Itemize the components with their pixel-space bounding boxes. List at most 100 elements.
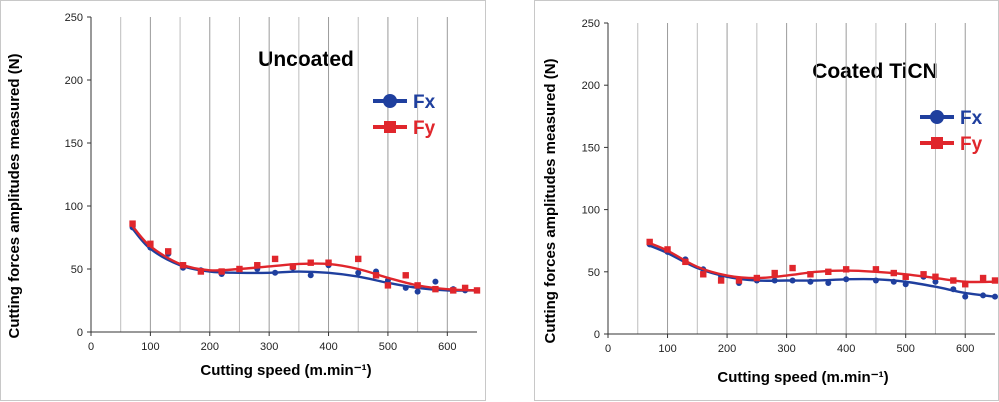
data-point-fy xyxy=(414,282,421,289)
chart-panel-uncoated: Cutting forces amplitudes measured (N) C… xyxy=(0,0,486,401)
data-point-fy xyxy=(289,263,297,270)
data-point-fx xyxy=(962,293,969,300)
data-point-fy xyxy=(450,287,457,294)
data-point-fy xyxy=(789,264,796,272)
data-point-fy xyxy=(254,262,261,269)
data-point-fy xyxy=(236,265,243,273)
data-point-fy xyxy=(473,287,481,294)
data-point-fx xyxy=(402,284,409,291)
data-point-fy xyxy=(682,258,689,266)
data-point-fy xyxy=(735,277,743,284)
data-point-fx xyxy=(771,277,778,284)
x-tick-label: 200 xyxy=(201,341,219,353)
y-tick-label: 100 xyxy=(582,205,600,217)
data-point-fx xyxy=(843,276,850,283)
data-point-fy xyxy=(700,271,707,278)
series-line-fx xyxy=(131,227,478,292)
data-point-fy xyxy=(461,284,469,292)
data-point-fy xyxy=(807,271,814,278)
data-point-fy xyxy=(384,282,392,289)
x-tick-label: 400 xyxy=(837,343,855,355)
data-point-fy xyxy=(355,255,362,263)
data-point-fy xyxy=(147,240,154,247)
data-point-fy xyxy=(825,268,832,275)
legend-marker-fy xyxy=(384,121,396,133)
data-point-fy xyxy=(717,277,725,284)
legend-marker-fx xyxy=(930,110,944,124)
series-line-fy xyxy=(131,225,478,292)
data-point-fx xyxy=(950,286,957,293)
data-point-fy xyxy=(753,274,761,282)
chart-panel-coated: Cutting forces amplitudes measured (N) C… xyxy=(534,0,999,401)
y-tick-label: 250 xyxy=(65,12,83,24)
data-point-fy xyxy=(271,255,279,263)
data-point-fx xyxy=(355,269,362,276)
y-tick-label: 0 xyxy=(77,327,83,339)
data-point-fy xyxy=(979,274,987,282)
x-tick-label: 600 xyxy=(956,343,974,355)
x-tick-label: 600 xyxy=(438,341,456,353)
data-point-fx xyxy=(307,272,314,279)
x-tick-label: 300 xyxy=(260,341,278,353)
y-tick-label: 50 xyxy=(71,264,83,276)
data-point-fx xyxy=(932,278,939,285)
y-tick-label: 150 xyxy=(65,138,83,150)
data-point-fx xyxy=(872,277,879,284)
y-axis-label: Cutting forces amplitudes measured (N) xyxy=(6,53,23,338)
data-point-fy xyxy=(218,268,225,275)
data-point-fy xyxy=(890,269,897,277)
data-point-fx xyxy=(890,278,897,285)
data-point-fy xyxy=(872,266,880,273)
data-point-fy xyxy=(950,277,957,284)
chart-coated-ticn: Cutting forces amplitudes measured (N) C… xyxy=(542,18,999,386)
data-point-fy xyxy=(646,238,653,246)
data-point-fy xyxy=(179,262,187,269)
y-tick-label: 250 xyxy=(582,18,600,30)
y-tick-label: 150 xyxy=(582,142,600,154)
data-point-fy xyxy=(432,285,439,293)
data-point-fy xyxy=(129,220,136,227)
data-point-fx xyxy=(807,278,814,285)
data-point-fx xyxy=(789,277,796,284)
y-axis-label: Cutting forces amplitudes measured (N) xyxy=(542,58,559,343)
legend-marker-fx xyxy=(383,94,397,108)
data-point-fy xyxy=(372,272,380,279)
data-point-fx xyxy=(902,281,909,288)
data-point-fy xyxy=(664,246,671,253)
y-tick-label: 200 xyxy=(65,75,83,87)
data-point-fy xyxy=(165,248,172,255)
data-point-fy xyxy=(197,268,205,275)
x-tick-label: 0 xyxy=(605,343,611,355)
y-tick-label: 200 xyxy=(582,80,600,92)
data-point-fy xyxy=(991,277,999,284)
x-tick-label: 100 xyxy=(141,341,159,353)
y-tick-label: 50 xyxy=(588,267,600,279)
data-point-fy xyxy=(932,273,939,280)
x-tick-label: 200 xyxy=(718,343,736,355)
data-point-fx xyxy=(414,288,421,295)
legend-label-fy: Fy xyxy=(413,118,436,139)
data-point-fx xyxy=(272,269,279,276)
chart-title: Coated TiCN xyxy=(812,60,938,83)
data-point-fx xyxy=(432,278,439,285)
x-tick-label: 100 xyxy=(658,343,676,355)
data-point-fy xyxy=(325,259,332,266)
x-tick-label: 300 xyxy=(777,343,795,355)
data-point-fx xyxy=(825,279,832,286)
legend-marker-fy xyxy=(931,137,943,149)
x-axis-label: Cutting speed (m.min⁻¹) xyxy=(200,362,371,379)
data-point-fy xyxy=(771,269,778,277)
data-point-fx xyxy=(992,293,998,300)
y-tick-label: 100 xyxy=(65,201,83,213)
data-point-fx xyxy=(980,292,987,299)
legend-label-fx: Fx xyxy=(413,92,436,113)
y-tick-label: 0 xyxy=(594,329,600,341)
data-point-fy xyxy=(962,281,969,288)
data-point-fy xyxy=(842,266,850,273)
data-point-fy xyxy=(307,259,314,266)
data-point-fy xyxy=(402,272,409,279)
x-tick-label: 500 xyxy=(897,343,915,355)
x-axis-label: Cutting speed (m.min⁻¹) xyxy=(717,369,888,386)
legend-label-fy: Fy xyxy=(960,134,983,155)
x-tick-label: 400 xyxy=(319,341,337,353)
